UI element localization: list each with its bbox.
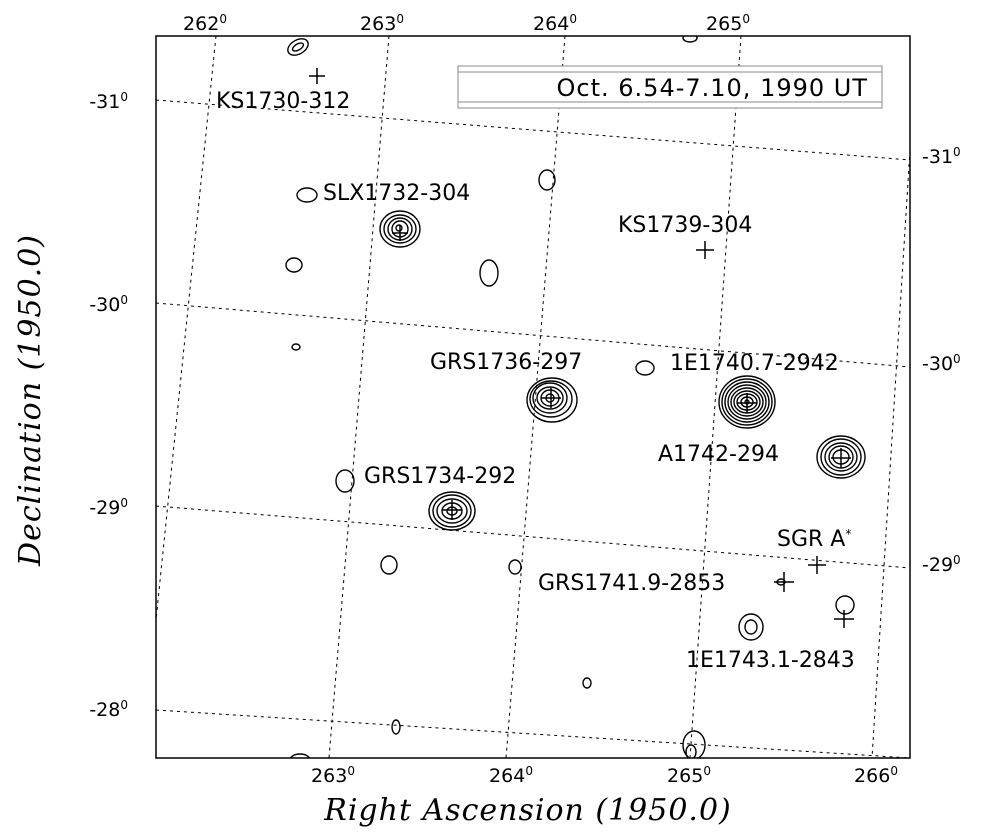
source-labels: KS1730-312 SLX1732-304 KS1739-304 GRS173… bbox=[216, 89, 855, 673]
dec-line-28 bbox=[156, 709, 910, 758]
source-label: KS1730-312 bbox=[216, 89, 350, 114]
cross-1e1740 bbox=[737, 393, 757, 413]
ra-tick-bottom: 2630 bbox=[311, 764, 355, 787]
contour-blob bbox=[296, 187, 318, 203]
contour-blob bbox=[380, 555, 398, 575]
cross-grs1734 bbox=[442, 500, 462, 520]
contour-blob bbox=[835, 595, 855, 615]
ra-tick-bottom: 2660 bbox=[854, 764, 898, 787]
contour-blob bbox=[291, 343, 301, 351]
ra-line-266 bbox=[871, 149, 910, 758]
ra-line-263 bbox=[328, 36, 390, 758]
cross-ks1730 bbox=[309, 68, 325, 84]
ra-tick-top: 2650 bbox=[706, 12, 750, 35]
cross-a1742 bbox=[831, 448, 851, 468]
ra-tick-bottom: 2650 bbox=[667, 764, 711, 787]
source-crosses bbox=[309, 68, 854, 628]
ra-line-264 bbox=[505, 36, 566, 758]
cross-sgra bbox=[808, 556, 826, 574]
dec-tick-right: -300 bbox=[922, 352, 961, 375]
ra-line-262 bbox=[156, 36, 217, 621]
date-legend: Oct. 6.54-7.10, 1990 UT bbox=[457, 65, 883, 109]
contour-blob bbox=[682, 730, 706, 758]
contour-blob bbox=[582, 677, 592, 689]
dec-line-30 bbox=[156, 302, 910, 368]
x-axis-title: Right Ascension (1950.0) bbox=[323, 793, 732, 828]
source-label: 1E1740.7-2942 bbox=[670, 351, 839, 376]
contour-blob bbox=[285, 257, 303, 273]
cross-grs1736 bbox=[541, 388, 561, 408]
dec-tick-left: -280 bbox=[89, 698, 128, 721]
dec-ticks-right: -310 -300 -290 bbox=[922, 145, 961, 576]
source-label: SLX1732-304 bbox=[323, 181, 470, 206]
coordinate-grid bbox=[156, 36, 910, 758]
ra-ticks-top: 2620 2630 2640 2650 bbox=[183, 12, 750, 35]
source-label: GRS1736-297 bbox=[430, 350, 582, 375]
ra-line-265 bbox=[689, 36, 742, 758]
dec-line-29 bbox=[156, 505, 910, 569]
dec-ticks-left: -310 -300 -290 -280 bbox=[89, 90, 128, 721]
contour-grs1736 bbox=[526, 377, 578, 423]
dec-tick-right: -310 bbox=[922, 145, 961, 168]
contour-blob bbox=[682, 36, 698, 43]
contour-blob bbox=[635, 360, 655, 376]
date-label: Oct. 6.54-7.10, 1990 UT bbox=[557, 74, 868, 102]
contour-blob bbox=[287, 38, 309, 56]
dec-line-31 bbox=[156, 99, 910, 161]
cross-1e1743 bbox=[834, 610, 854, 628]
ra-tick-top: 2620 bbox=[183, 12, 227, 35]
contour-blob bbox=[538, 169, 556, 191]
ra-tick-top: 2640 bbox=[533, 12, 577, 35]
source-label: SGR A* bbox=[777, 527, 851, 552]
dec-tick-left: -310 bbox=[89, 90, 128, 113]
contour-blob bbox=[685, 744, 697, 758]
y-axis-title: Declination (1950.0) bbox=[13, 234, 48, 567]
ra-ticks-bottom: 2630 2640 2650 2660 bbox=[311, 764, 898, 787]
contour-blob bbox=[479, 259, 499, 287]
cross-slx1732 bbox=[392, 225, 408, 241]
contour-blob bbox=[289, 753, 311, 758]
source-label: KS1739-304 bbox=[618, 213, 752, 238]
contour-blob bbox=[335, 469, 355, 493]
contour-blob bbox=[738, 613, 764, 641]
contour-blob bbox=[744, 619, 758, 635]
dec-tick-left: -290 bbox=[89, 496, 128, 519]
dec-tick-right: -290 bbox=[922, 553, 961, 576]
source-label: GRS1741.9-2853 bbox=[538, 571, 725, 596]
source-label: A1742-294 bbox=[658, 442, 779, 467]
cross-grs1741 bbox=[774, 572, 794, 592]
plot-frame bbox=[155, 35, 911, 759]
contour-blob bbox=[508, 559, 522, 575]
cross-ks1739 bbox=[696, 241, 714, 259]
ra-tick-top: 2630 bbox=[360, 12, 404, 35]
source-label: 1E1743.1-2843 bbox=[686, 648, 855, 673]
dec-tick-left: -300 bbox=[89, 293, 128, 316]
contours bbox=[285, 36, 866, 758]
source-label: GRS1734-292 bbox=[364, 464, 516, 489]
contour-blob bbox=[391, 719, 401, 735]
ra-tick-bottom: 2640 bbox=[489, 764, 533, 787]
contour-blob bbox=[291, 42, 305, 52]
